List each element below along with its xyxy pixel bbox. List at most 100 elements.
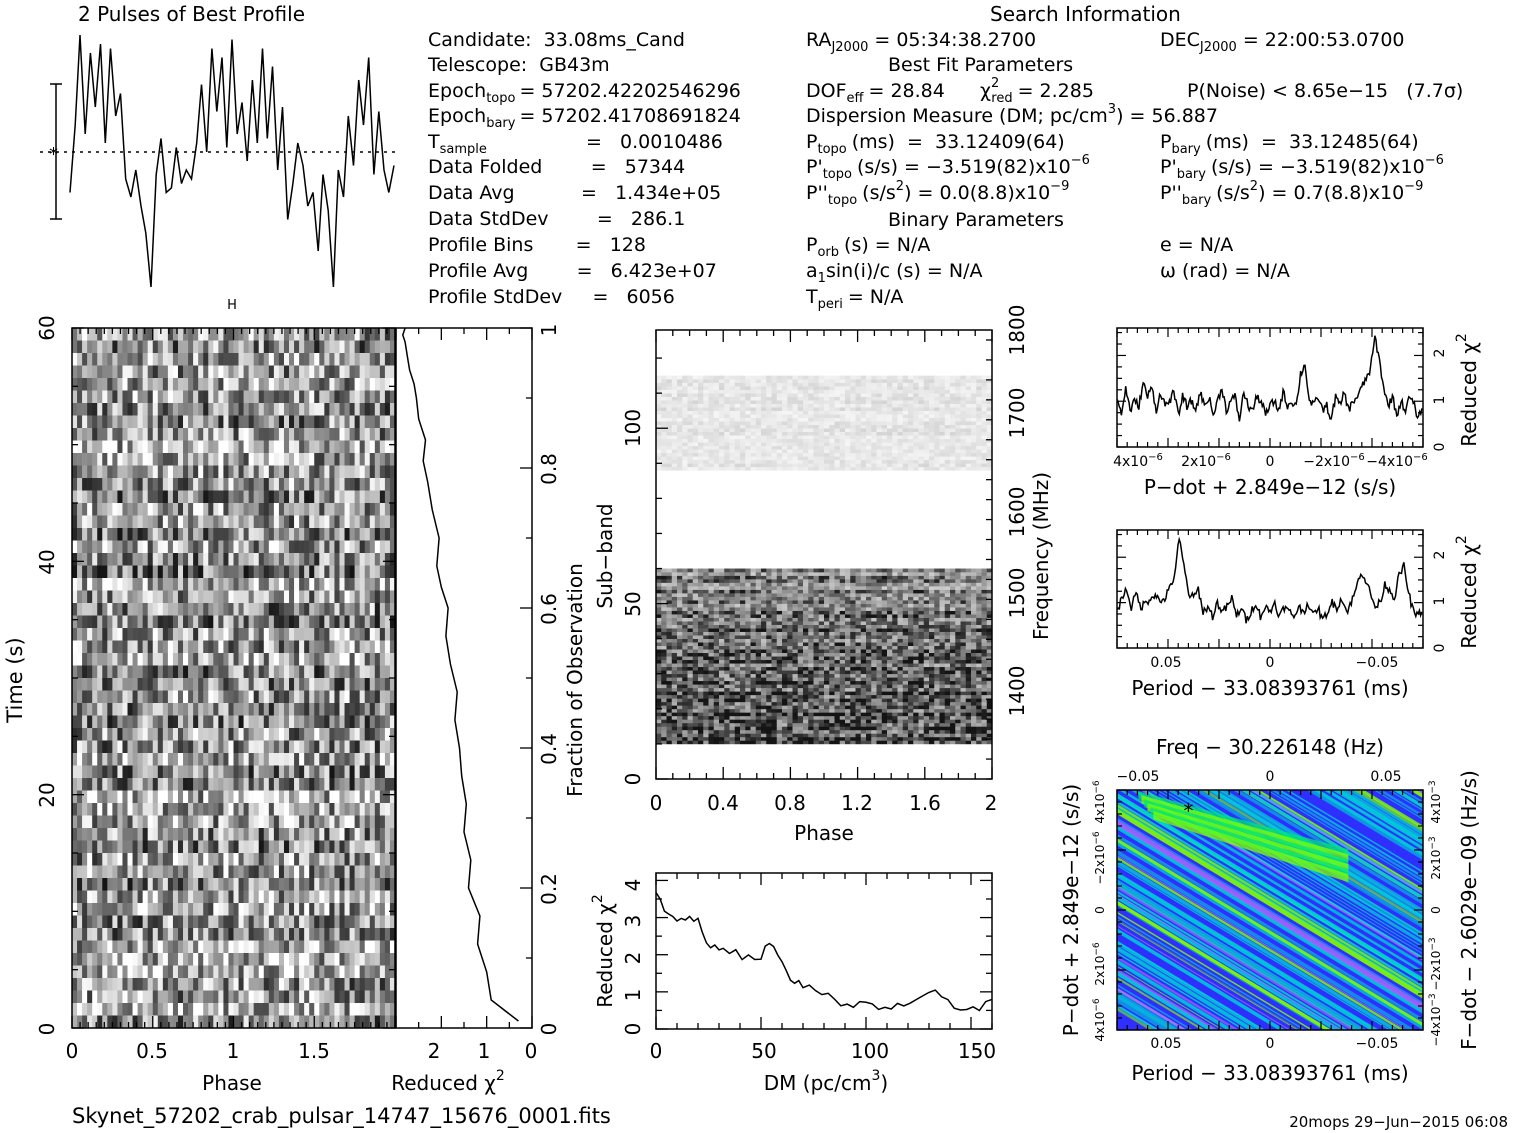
heatmap-cell (183, 953, 189, 966)
heatmap-cell (319, 403, 325, 416)
heatmap-cell (97, 953, 103, 966)
heatmap-cell (829, 677, 835, 682)
heatmap-cell (92, 440, 98, 454)
heatmap-cell (208, 928, 214, 941)
heatmap-cell (137, 740, 143, 754)
heatmap-cell (142, 1015, 149, 1028)
heatmap-cell (934, 736, 940, 741)
heatmap-cell (677, 687, 683, 692)
heatmap-cell (132, 565, 138, 579)
heatmap-cell (238, 828, 244, 841)
heatmap-cell (97, 828, 103, 841)
heatmap-cell (304, 953, 310, 966)
heatmap-cell (719, 708, 725, 713)
heatmap-cell (243, 840, 249, 854)
heatmap-cell (167, 628, 174, 641)
heatmap-cell (132, 365, 138, 379)
heatmap-cell (238, 815, 244, 829)
heatmap-cell (324, 503, 330, 516)
heatmap-cell (344, 503, 350, 516)
heatmap-cell (112, 340, 118, 354)
heatmap-cell (112, 628, 118, 641)
heatmap-cell (198, 815, 204, 829)
heatmap-cell (107, 565, 113, 579)
heatmap-cell (309, 340, 315, 354)
heatmap-cell (92, 503, 98, 516)
heatmap-cell (389, 953, 395, 966)
heatmap-cell (309, 640, 315, 654)
heatmap-cell (850, 677, 856, 682)
heatmap-cell (344, 615, 350, 629)
heatmap-cell (324, 753, 330, 766)
heatmap-cell (157, 803, 164, 816)
heatmap-cell (258, 390, 265, 404)
heatmap-cell (344, 465, 350, 479)
heatmap-cell (213, 628, 219, 641)
heatmap-cell (881, 701, 888, 706)
heatmap-cell (850, 736, 856, 741)
heatmap-cell (329, 378, 335, 391)
heatmap-cell (344, 990, 350, 1004)
heatmap-cell (152, 940, 159, 954)
heatmap-cell (142, 553, 149, 566)
heatmap-cell (808, 740, 814, 745)
heatmap-cell (112, 565, 118, 579)
heatmap-cell (955, 740, 961, 745)
heatmap-cell (278, 478, 285, 491)
heatmap-cell (908, 712, 914, 717)
heatmap-cell (132, 415, 138, 429)
heatmap-cell (364, 678, 371, 691)
heatmap-cell (218, 878, 224, 891)
heatmap-cell (183, 890, 189, 904)
heatmap-cell (339, 590, 345, 604)
heatmap-cell (258, 340, 265, 354)
heatmap-cell (339, 815, 345, 829)
heatmap-cell (117, 478, 123, 491)
heatmap-cell (102, 378, 108, 391)
heatmap-cell (755, 687, 762, 692)
heatmap-cell (750, 694, 757, 699)
heatmap-cell (72, 353, 78, 366)
heatmap-cell (379, 390, 386, 404)
heatmap-cell (719, 701, 725, 706)
heatmap-cell (188, 865, 194, 879)
heatmap-cell (908, 691, 914, 696)
heatmap-cell (142, 778, 149, 791)
heatmap-cell (319, 453, 325, 466)
heatmap-cell (656, 719, 662, 724)
heatmap-cell (354, 728, 360, 741)
heatmap-cell (152, 928, 159, 941)
heatmap-cell (913, 712, 919, 717)
heatmap-cell (855, 684, 862, 689)
heatmap-cell (137, 690, 143, 704)
heatmap-cell (87, 528, 93, 541)
heatmap-cell (309, 703, 315, 716)
heatmap-cell (177, 965, 184, 979)
heatmap-cell (167, 803, 174, 816)
heatmap-cell (248, 840, 254, 854)
heatmap-cell (334, 903, 340, 916)
heatmap-cell (950, 736, 956, 741)
heatmap-cell (314, 653, 320, 666)
heatmap-cell (92, 790, 98, 804)
heatmap-cell (172, 753, 179, 766)
heatmap-cell (309, 390, 315, 404)
heatmap-cell (950, 729, 956, 734)
heatmap-cell (278, 828, 285, 841)
heatmap-cell (740, 726, 746, 731)
heatmap-cell (188, 1015, 194, 1028)
heatmap-cell (243, 990, 249, 1004)
heatmap-cell (934, 740, 940, 745)
heatmap-cell (137, 590, 143, 604)
heatmap-cell (808, 677, 814, 682)
heatmap-cell (934, 715, 940, 720)
heatmap-cell (813, 677, 820, 682)
heatmap-cell (228, 903, 234, 916)
heatmap-cell (273, 503, 280, 516)
heatmap-cell (188, 353, 194, 366)
heatmap-cell (162, 803, 169, 816)
profile-bins-line: Profile Bins = 128 (428, 234, 646, 256)
heatmap-cell (389, 1003, 395, 1016)
heatmap-cell (233, 503, 239, 516)
heatmap-cell (82, 878, 88, 891)
